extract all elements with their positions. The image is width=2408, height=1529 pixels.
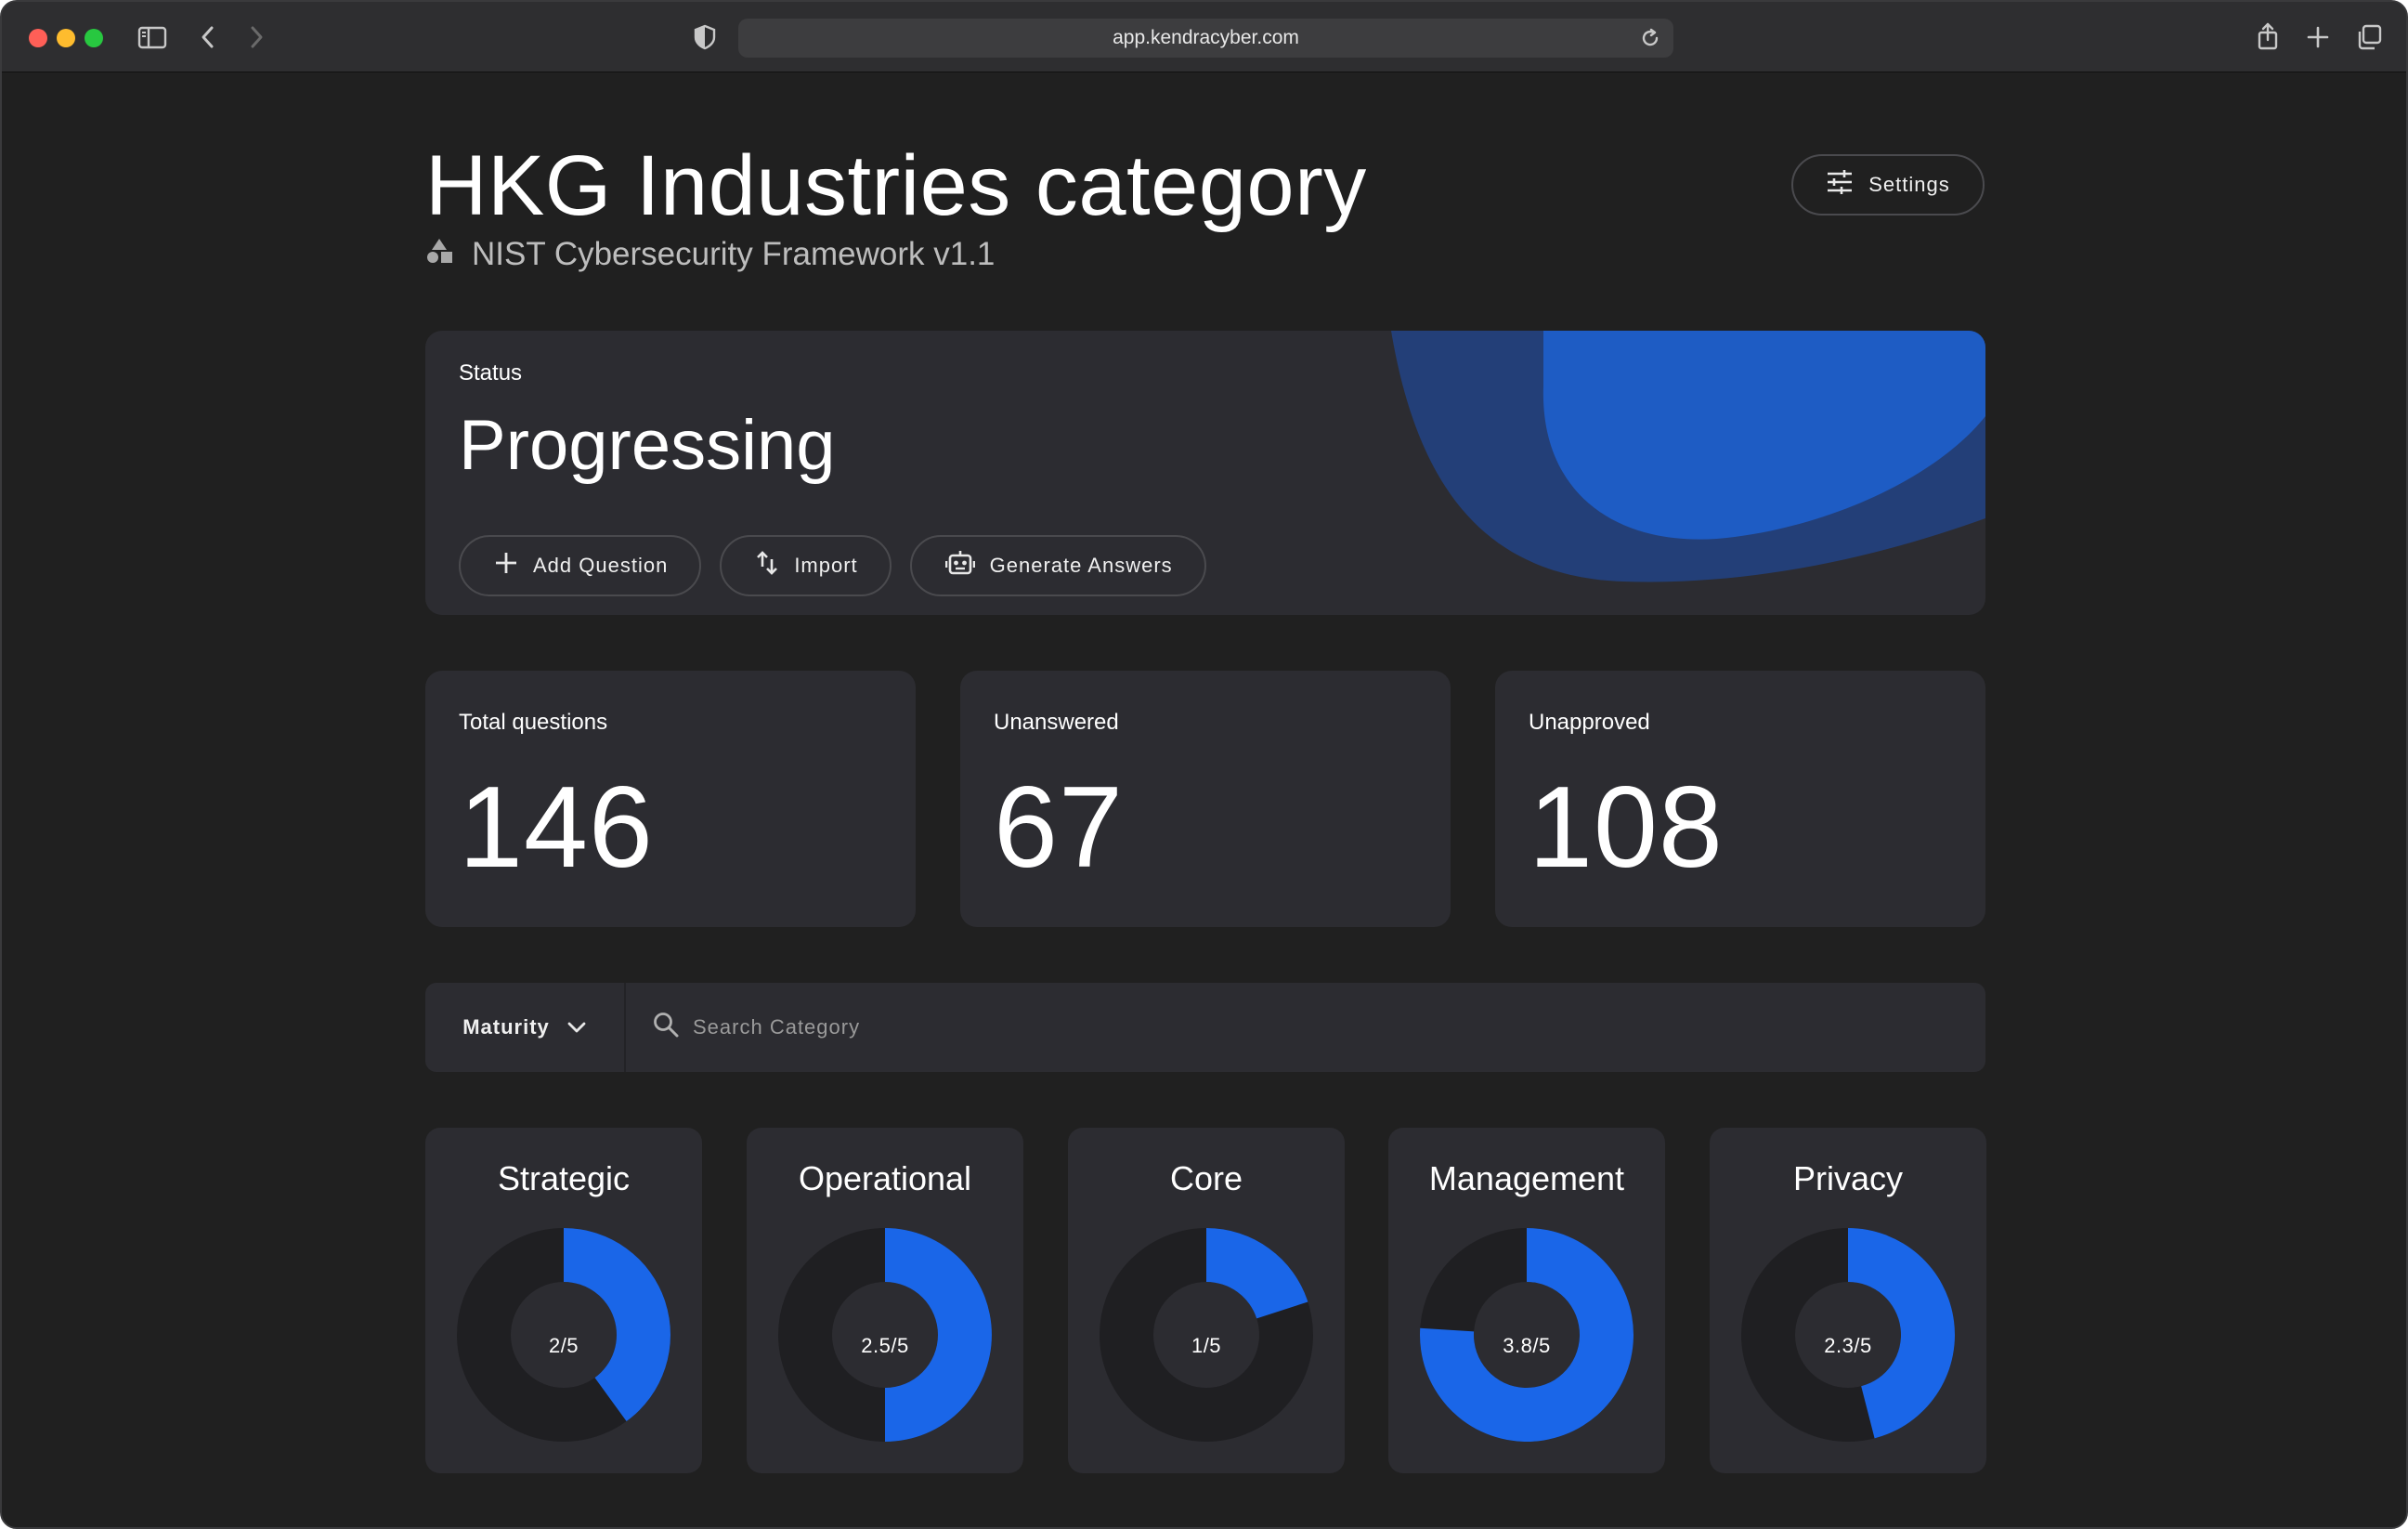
minimize-window-button[interactable] bbox=[57, 29, 75, 47]
maturity-donut-chart bbox=[778, 1228, 992, 1442]
stat-card-unapproved: Unapproved 108 bbox=[1495, 671, 1985, 927]
stat-value: 146 bbox=[459, 764, 654, 892]
status-actions: Add Question Import Generate Answers bbox=[459, 535, 1206, 596]
robot-icon bbox=[944, 549, 975, 582]
stat-card-total-questions: Total questions 146 bbox=[425, 671, 916, 927]
category-card-operational[interactable]: Operational 2.5/5 bbox=[747, 1128, 1023, 1473]
stat-label: Unanswered bbox=[994, 710, 1119, 735]
maturity-score: 3.8/5 bbox=[1503, 1334, 1551, 1357]
settings-button[interactable]: Settings bbox=[1791, 154, 1985, 216]
decorative-wave-graphic bbox=[1391, 331, 1985, 582]
category-title: Operational bbox=[798, 1159, 972, 1197]
reload-icon[interactable] bbox=[1638, 26, 1662, 56]
search-box bbox=[652, 1003, 1250, 1052]
page-content: HKG Industries category NIST Cybersecuri… bbox=[2, 74, 2406, 1527]
import-arrows-icon bbox=[755, 550, 779, 582]
close-window-button[interactable] bbox=[29, 29, 47, 47]
stat-label: Total questions bbox=[459, 710, 608, 735]
chevron-down-icon bbox=[566, 1015, 587, 1039]
maturity-dropdown[interactable]: Maturity bbox=[425, 983, 626, 1072]
maturity-score: 1/5 bbox=[1191, 1334, 1222, 1357]
maturity-donut-chart bbox=[1741, 1228, 1955, 1442]
status-label: Status bbox=[459, 360, 523, 386]
maturity-donut-chart bbox=[1420, 1228, 1634, 1442]
maturity-score: 2.3/5 bbox=[1824, 1334, 1872, 1357]
donut-score-segment bbox=[564, 1228, 670, 1422]
search-icon bbox=[652, 1011, 680, 1044]
shapes-icon bbox=[425, 236, 453, 273]
status-value: Progressing bbox=[459, 406, 836, 485]
add-question-button[interactable]: Add Question bbox=[459, 535, 702, 596]
browser-toolbar: app.kendracyber.com bbox=[2, 2, 2406, 72]
generate-answers-button[interactable]: Generate Answers bbox=[909, 535, 1206, 596]
category-title: Privacy bbox=[1792, 1159, 1904, 1197]
category-title: Strategic bbox=[497, 1159, 631, 1197]
category-title: Management bbox=[1428, 1159, 1625, 1197]
new-tab-icon[interactable] bbox=[2305, 20, 2331, 54]
maturity-donut-chart bbox=[457, 1228, 670, 1442]
tab-overview-icon[interactable] bbox=[2355, 20, 2383, 54]
forward-icon[interactable] bbox=[245, 20, 267, 54]
maturity-score: 2.5/5 bbox=[861, 1334, 909, 1357]
address-bar[interactable]: app.kendracyber.com bbox=[738, 19, 1673, 58]
maturity-donut-chart bbox=[1100, 1228, 1313, 1442]
donut-score-segment bbox=[1206, 1228, 1308, 1319]
url-text: app.kendracyber.com bbox=[1113, 27, 1299, 48]
category-card-core[interactable]: Core 1/5 bbox=[1068, 1128, 1345, 1473]
add-question-label: Add Question bbox=[533, 554, 669, 577]
page-title: HKG Industries category bbox=[425, 138, 1367, 233]
donut-score-segment bbox=[885, 1228, 992, 1442]
category-card-privacy[interactable]: Privacy 2.3/5 bbox=[1710, 1128, 1986, 1473]
sliders-icon bbox=[1826, 169, 1854, 201]
settings-label: Settings bbox=[1868, 173, 1950, 196]
category-title: Core bbox=[1169, 1159, 1243, 1197]
sidebar-toggle-icon[interactable] bbox=[137, 20, 167, 54]
privacy-shield-icon[interactable] bbox=[693, 20, 717, 54]
status-card: Status Progressing Add Question Import bbox=[425, 331, 1985, 615]
back-icon[interactable] bbox=[197, 20, 219, 54]
search-category-input[interactable] bbox=[693, 1015, 1250, 1039]
donut-score-segment bbox=[1420, 1228, 1634, 1442]
zoom-window-button[interactable] bbox=[85, 29, 103, 47]
stat-value: 67 bbox=[994, 764, 1124, 892]
maturity-score: 2/5 bbox=[548, 1334, 579, 1357]
import-button[interactable]: Import bbox=[720, 535, 892, 596]
plus-icon bbox=[494, 551, 518, 581]
framework-name: NIST Cybersecurity Framework v1.1 bbox=[472, 236, 996, 272]
share-icon[interactable] bbox=[2255, 20, 2281, 54]
category-card-management[interactable]: Management 3.8/5 bbox=[1388, 1128, 1665, 1473]
stat-label: Unapproved bbox=[1529, 710, 1650, 735]
maturity-dropdown-label: Maturity bbox=[462, 1015, 550, 1039]
category-card-strategic[interactable]: Strategic 2/5 bbox=[425, 1128, 702, 1473]
stat-value: 108 bbox=[1529, 764, 1724, 892]
import-label: Import bbox=[794, 554, 858, 577]
filter-bar: Maturity bbox=[425, 983, 1985, 1072]
generate-answers-label: Generate Answers bbox=[989, 554, 1173, 577]
stat-card-unanswered: Unanswered 67 bbox=[960, 671, 1451, 927]
donut-score-segment bbox=[1848, 1228, 1955, 1439]
framework-subtitle: NIST Cybersecurity Framework v1.1 bbox=[425, 236, 995, 273]
